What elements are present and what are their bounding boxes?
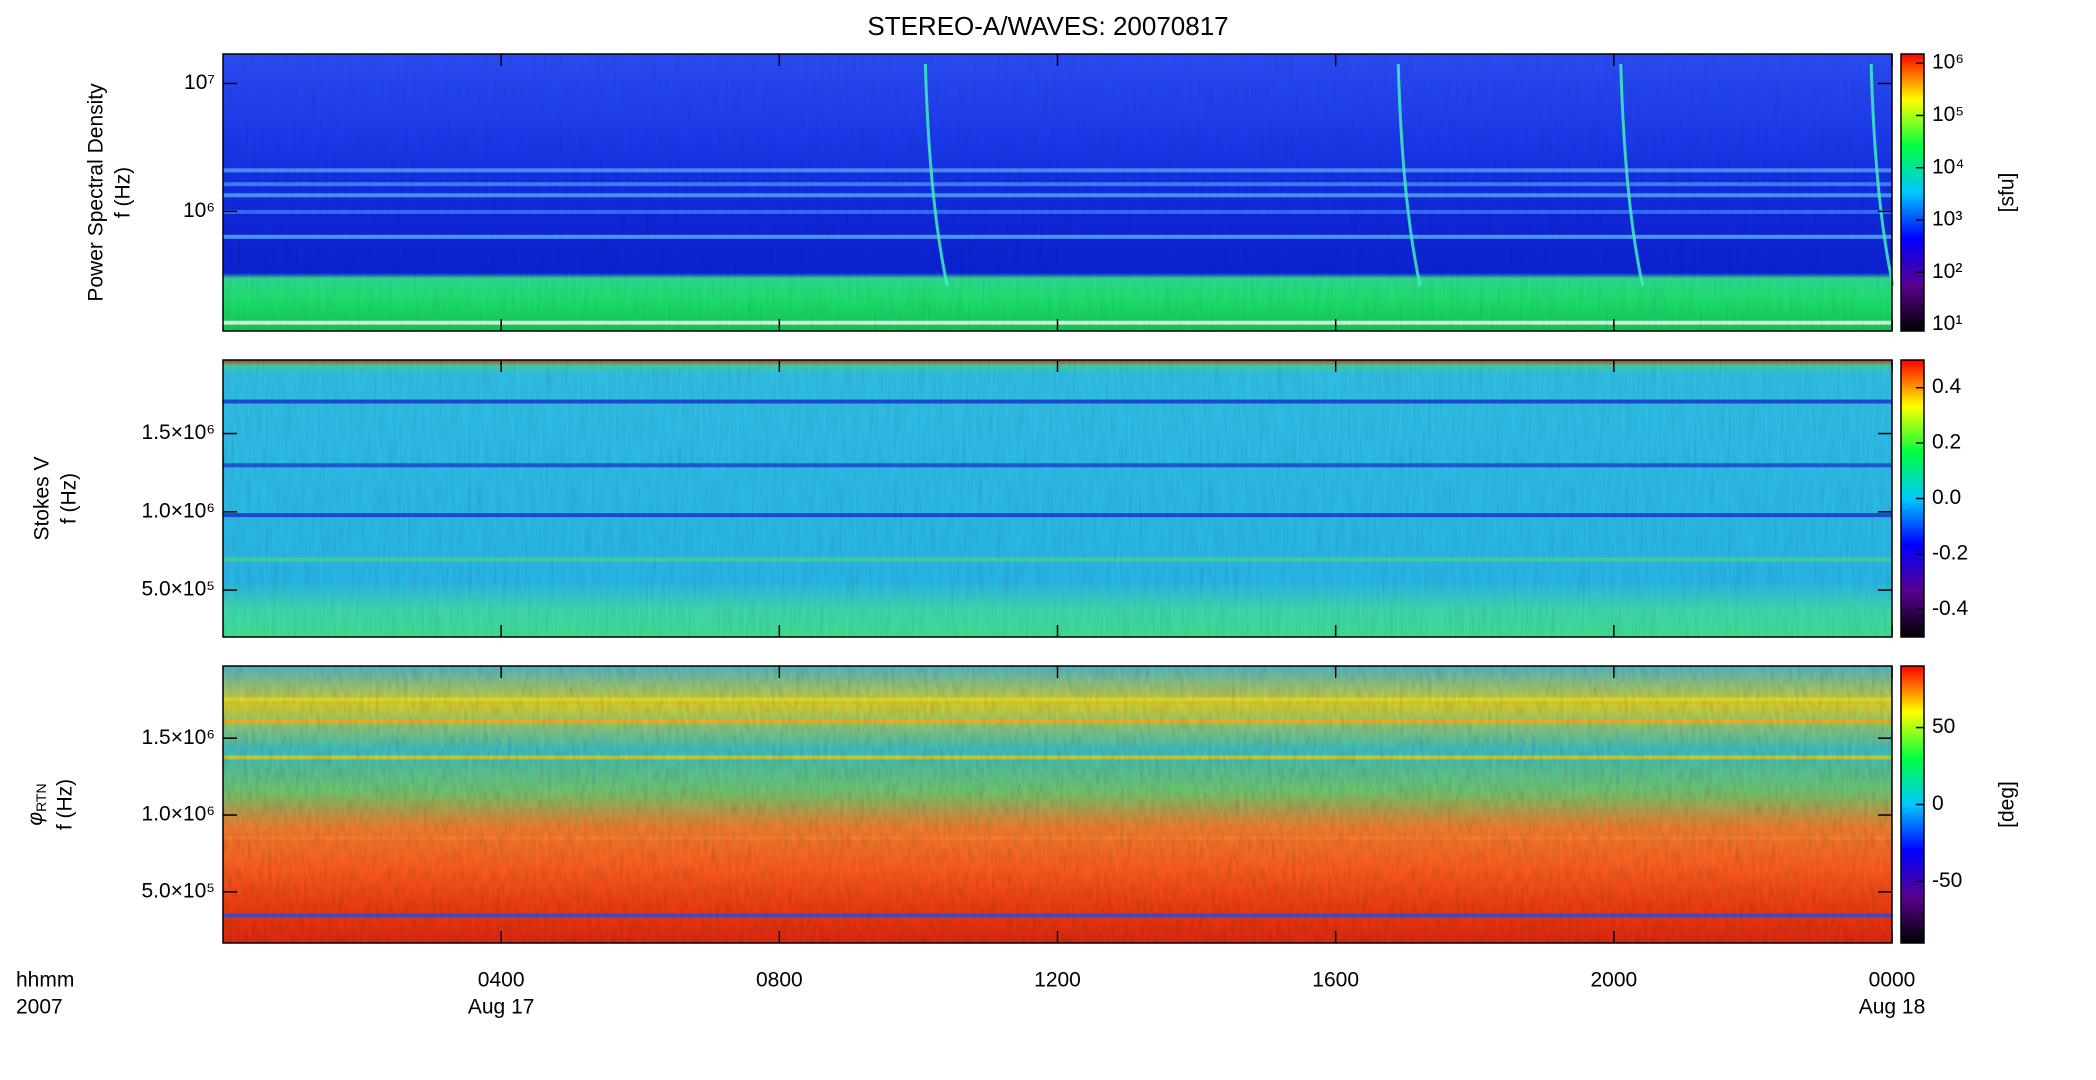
y-axis-label: Stokes V (31, 456, 54, 540)
colorbar-tick-label: 0.4 (1932, 375, 1962, 398)
colorbar-tick-label: 0 (1932, 792, 1944, 815)
x-tick-label: 1200 (1034, 969, 1081, 992)
x-date-label: Aug 17 (468, 996, 535, 1019)
y-tick-label: 1.5×10⁶ (142, 726, 215, 749)
colorbar-tick-label: 10⁶ (1932, 51, 1964, 74)
colorbar-tick-label: 0.0 (1932, 486, 1961, 509)
colorbar-tick-label: 50 (1932, 715, 1955, 738)
x-tick-label: 2000 (1590, 969, 1637, 992)
radio-burst (1396, 63, 1422, 287)
y-axis-label: Power Spectral Density (85, 83, 108, 302)
colorbar-tick-label: 10⁵ (1932, 103, 1964, 126)
y-axis-label: f (Hz) (54, 779, 77, 830)
spectrogram-noise (223, 360, 1892, 637)
y-axis-label: f (Hz) (58, 473, 81, 524)
spectrogram-noise (223, 666, 1892, 943)
colorbar-tick-label: -0.4 (1932, 597, 1969, 620)
x-date-label: Aug 18 (1859, 996, 1926, 1019)
y-tick-label: 10⁶ (183, 199, 215, 222)
chart-title: STEREO-A/WAVES: 20070817 (867, 11, 1228, 41)
colorbar-tick-label: -50 (1932, 869, 1962, 892)
colorbar-label: [deg] (1996, 781, 2019, 828)
colorbar-tick-label: 10⁴ (1932, 155, 1964, 178)
y-tick-label: 1.0×10⁶ (142, 803, 215, 826)
radio-burst (1869, 63, 1895, 287)
colorbar-tick-label: -0.2 (1932, 541, 1968, 564)
y-tick-label: 10⁷ (184, 71, 215, 94)
colorbar-label: [sfu] (1996, 173, 2019, 213)
x-tick-label: 1600 (1312, 969, 1359, 992)
y-tick-label: 1.5×10⁶ (142, 421, 215, 444)
x-row-label: 2007 (16, 996, 63, 1019)
y-axis-label-subscript: RTN (33, 783, 49, 812)
spectrogram-noise (223, 54, 1892, 331)
colorbar-tick-label: 0.2 (1932, 431, 1961, 454)
colorbar-tick-label: 10² (1932, 260, 1962, 283)
y-tick-label: 5.0×10⁵ (141, 578, 215, 601)
y-axis-label-symbol: φ (24, 812, 47, 826)
colorbar-tick-label: 10³ (1932, 208, 1962, 231)
colorbar (1900, 53, 1925, 332)
y-tick-label: 1.0×10⁶ (142, 499, 215, 522)
radio-burst (1619, 63, 1645, 287)
x-row-label: hhmm (16, 969, 74, 992)
x-tick-label: 0800 (756, 969, 803, 992)
colorbar-tick-label: 10¹ (1932, 312, 1962, 335)
y-tick-label: 5.0×10⁵ (141, 879, 215, 902)
y-axis-label: f (Hz) (112, 167, 135, 218)
y-axis-label: φRTN (24, 783, 49, 825)
x-tick-label: 0000 (1869, 969, 1916, 992)
radio-burst (923, 63, 949, 287)
x-tick-label: 0400 (478, 969, 525, 992)
